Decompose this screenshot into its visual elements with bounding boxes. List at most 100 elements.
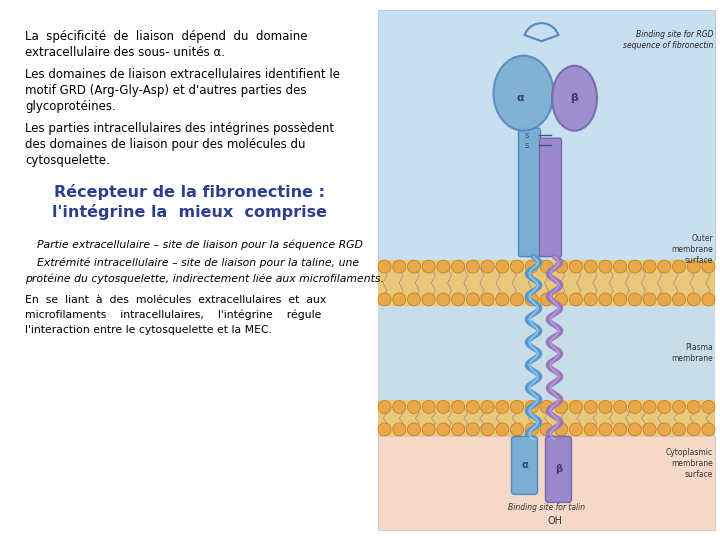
Text: extracellulaire des sous- unités α.: extracellulaire des sous- unités α. bbox=[25, 46, 225, 59]
Text: Extrémité intracellulaire – site de liaison pour la taline, une: Extrémité intracellulaire – site de liai… bbox=[37, 258, 359, 268]
FancyBboxPatch shape bbox=[518, 128, 541, 256]
Circle shape bbox=[510, 293, 523, 306]
Text: cytosquelette.: cytosquelette. bbox=[25, 154, 109, 167]
Circle shape bbox=[496, 260, 509, 273]
Circle shape bbox=[540, 293, 553, 306]
Circle shape bbox=[584, 401, 597, 414]
Circle shape bbox=[451, 423, 464, 436]
Circle shape bbox=[496, 293, 509, 306]
Circle shape bbox=[658, 401, 671, 414]
Circle shape bbox=[540, 260, 553, 273]
Circle shape bbox=[526, 423, 539, 436]
Circle shape bbox=[526, 401, 539, 414]
Circle shape bbox=[688, 293, 701, 306]
Circle shape bbox=[408, 293, 420, 306]
Text: l'interaction entre le cytosquelette et la MEC.: l'interaction entre le cytosquelette et … bbox=[25, 325, 272, 335]
Circle shape bbox=[451, 293, 464, 306]
Circle shape bbox=[658, 293, 671, 306]
Circle shape bbox=[451, 401, 464, 414]
FancyBboxPatch shape bbox=[511, 436, 538, 495]
Circle shape bbox=[584, 423, 597, 436]
Ellipse shape bbox=[552, 66, 597, 131]
Circle shape bbox=[481, 293, 494, 306]
Circle shape bbox=[451, 260, 464, 273]
Circle shape bbox=[570, 293, 582, 306]
Circle shape bbox=[629, 423, 642, 436]
Text: β: β bbox=[570, 93, 578, 103]
Text: des domaines de liaison pour des molécules du: des domaines de liaison pour des molécul… bbox=[25, 138, 305, 151]
Text: motif GRD (Arg-Gly-Asp) et d'autres parties des: motif GRD (Arg-Gly-Asp) et d'autres part… bbox=[25, 84, 307, 97]
Circle shape bbox=[613, 293, 626, 306]
FancyBboxPatch shape bbox=[378, 306, 715, 400]
Circle shape bbox=[437, 401, 450, 414]
Circle shape bbox=[702, 260, 715, 273]
Text: s: s bbox=[524, 141, 529, 150]
Circle shape bbox=[422, 401, 435, 414]
Text: La  spécificité  de  liaison  dépend  du  domaine: La spécificité de liaison dépend du doma… bbox=[25, 30, 307, 43]
Circle shape bbox=[643, 401, 656, 414]
Text: protéine du cytosquelette, indirectement liée aux microfilaments.: protéine du cytosquelette, indirectement… bbox=[25, 273, 384, 284]
Text: En  se  liant  à  des  molécules  extracellulaires  et  aux: En se liant à des molécules extracellula… bbox=[25, 295, 326, 305]
Text: Plasma
membrane: Plasma membrane bbox=[671, 343, 713, 363]
Circle shape bbox=[467, 401, 480, 414]
Circle shape bbox=[496, 423, 509, 436]
Circle shape bbox=[408, 260, 420, 273]
FancyBboxPatch shape bbox=[378, 436, 715, 530]
Circle shape bbox=[437, 260, 450, 273]
FancyBboxPatch shape bbox=[378, 260, 715, 306]
Circle shape bbox=[629, 401, 642, 414]
Circle shape bbox=[467, 260, 480, 273]
FancyBboxPatch shape bbox=[378, 400, 715, 436]
Circle shape bbox=[510, 260, 523, 273]
Circle shape bbox=[599, 260, 612, 273]
Circle shape bbox=[510, 401, 523, 414]
Circle shape bbox=[554, 260, 568, 273]
Circle shape bbox=[481, 260, 494, 273]
Circle shape bbox=[702, 293, 715, 306]
Circle shape bbox=[392, 260, 406, 273]
Circle shape bbox=[481, 423, 494, 436]
Circle shape bbox=[688, 423, 701, 436]
Circle shape bbox=[554, 293, 568, 306]
Circle shape bbox=[613, 260, 626, 273]
Circle shape bbox=[437, 293, 450, 306]
Circle shape bbox=[613, 401, 626, 414]
Circle shape bbox=[540, 401, 553, 414]
Circle shape bbox=[584, 293, 597, 306]
Text: l'intégrine la  mieux  comprise: l'intégrine la mieux comprise bbox=[53, 204, 328, 220]
Circle shape bbox=[408, 423, 420, 436]
Circle shape bbox=[392, 401, 406, 414]
Circle shape bbox=[672, 401, 685, 414]
Circle shape bbox=[702, 401, 715, 414]
Circle shape bbox=[584, 260, 597, 273]
Circle shape bbox=[378, 423, 391, 436]
Text: microfilaments    intracellulaires,    l'intégrine    régule: microfilaments intracellulaires, l'intég… bbox=[25, 310, 321, 321]
Circle shape bbox=[540, 423, 553, 436]
Circle shape bbox=[688, 401, 701, 414]
Text: Outer
membrane
surface: Outer membrane surface bbox=[671, 234, 713, 265]
Circle shape bbox=[570, 260, 582, 273]
Circle shape bbox=[437, 423, 450, 436]
Circle shape bbox=[570, 423, 582, 436]
Ellipse shape bbox=[493, 56, 554, 131]
Circle shape bbox=[643, 423, 656, 436]
Circle shape bbox=[422, 260, 435, 273]
FancyBboxPatch shape bbox=[378, 10, 715, 260]
Circle shape bbox=[658, 260, 671, 273]
Circle shape bbox=[467, 293, 480, 306]
Wedge shape bbox=[525, 23, 559, 41]
Text: Binding site for talin: Binding site for talin bbox=[508, 503, 585, 512]
Circle shape bbox=[392, 423, 406, 436]
Circle shape bbox=[378, 260, 391, 273]
Text: s: s bbox=[524, 131, 529, 140]
Circle shape bbox=[467, 423, 480, 436]
Text: OH: OH bbox=[547, 516, 562, 526]
Circle shape bbox=[688, 260, 701, 273]
Text: α: α bbox=[521, 461, 528, 470]
Circle shape bbox=[378, 401, 391, 414]
Circle shape bbox=[554, 423, 568, 436]
Circle shape bbox=[408, 401, 420, 414]
Circle shape bbox=[392, 293, 406, 306]
Circle shape bbox=[658, 423, 671, 436]
Text: Cytoplasmic
membrane
surface: Cytoplasmic membrane surface bbox=[666, 448, 713, 479]
